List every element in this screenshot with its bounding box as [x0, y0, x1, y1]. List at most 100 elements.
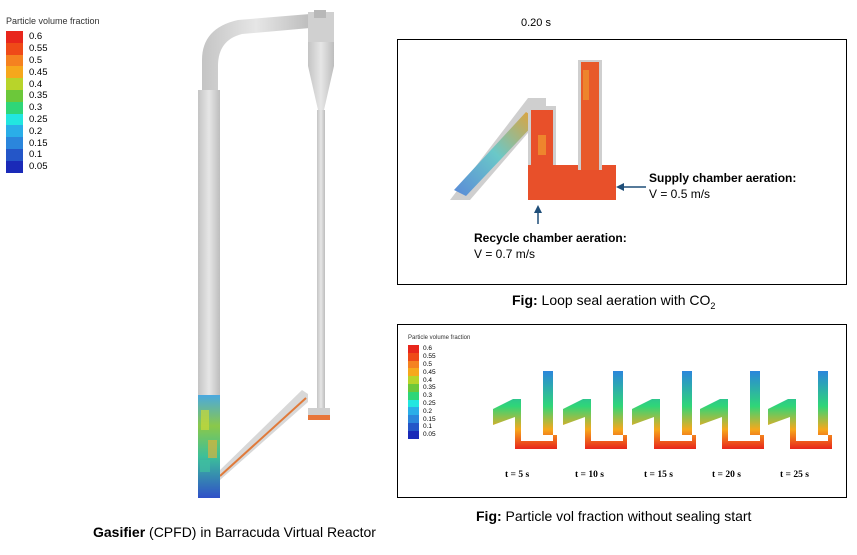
legend-label: 0.55 [29, 43, 48, 55]
legend-row: 0.05 [6, 160, 100, 173]
legend-swatch [6, 101, 23, 114]
legend-label: 0.05 [29, 161, 48, 173]
legend-row: 0.35 [6, 89, 100, 102]
loop-seal-caption-sub: 2 [710, 300, 716, 311]
loop-seal-panel: Supply chamber aeration: V = 0.5 m/s Rec… [397, 39, 847, 285]
small-legend-label: 0.2 [423, 407, 433, 415]
legend-label: 0.2 [29, 125, 43, 137]
small-legend-label: 0.4 [423, 376, 433, 384]
legend-scale: 0.6 0.55 0.5 0.45 0.4 0.35 0.3 0.25 0.2 0.15 0.1 0.… [6, 31, 100, 173]
small-legend-swatch [408, 391, 419, 400]
legend-label: 0.4 [29, 78, 43, 90]
loop-seal-caption-bold: Fig: [512, 292, 538, 308]
small-legend-label: 0.35 [423, 384, 436, 392]
small-legend-row: 0.25 [408, 399, 470, 408]
small-legend-row: 0.6 [408, 345, 470, 353]
small-legend-title: Particle volume fraction [408, 335, 471, 341]
legend-swatch [6, 66, 23, 79]
legend-row: 0.15 [6, 137, 100, 149]
small-legend-row: 0.15 [408, 415, 470, 423]
legend-swatch [6, 137, 23, 149]
legend-label: 0.45 [29, 66, 48, 78]
legend-swatch [6, 160, 23, 173]
snapshot [700, 371, 764, 449]
small-legend-row: 0.55 [408, 352, 470, 361]
snapshot [632, 371, 696, 449]
small-legend-swatch [408, 399, 419, 408]
legend-label: 0.15 [29, 137, 48, 149]
snapshot [563, 371, 627, 449]
riser-top-bend [202, 14, 310, 90]
loop-seal-caption: Fig: Loop seal aeration with CO2 [512, 292, 715, 311]
legend-label: 0.1 [29, 149, 43, 161]
legend-title: Particle volume fraction [6, 16, 100, 26]
small-legend-row: 0.5 [408, 360, 470, 369]
small-legend: Particle volume fraction 0.6 0.55 0.5 0.45 0… [408, 335, 470, 439]
recycle-aeration-title: Recycle chamber aeration: [474, 231, 627, 245]
particle-caption-text: Particle vol fraction without sealing st… [505, 508, 752, 524]
small-legend-swatch [408, 360, 419, 369]
small-legend-swatch [408, 430, 419, 439]
small-legend-swatch [408, 376, 419, 384]
small-legend-label: 0.6 [423, 345, 433, 353]
small-legend-label: 0.05 [423, 431, 436, 439]
legend-swatch [6, 78, 23, 90]
supply-aeration-value: V = 0.5 m/s [649, 187, 711, 201]
small-legend-label: 0.25 [423, 399, 436, 407]
legend-row: 0.4 [6, 78, 100, 90]
legend-swatch [6, 54, 23, 67]
supply-aeration-title: Supply chamber aeration: [649, 171, 797, 185]
gasifier-caption: Gasifier (CPFD) in Barracuda Virtual Rea… [93, 524, 376, 540]
legend-label: 0.25 [29, 113, 48, 125]
small-legend-scale: 0.6 0.55 0.5 0.45 0.4 0.35 0.3 0.25 0.2 0.15 0.1 0.… [408, 345, 470, 439]
legend-label: 0.3 [29, 102, 43, 114]
time-label: t = 25 s [780, 470, 809, 480]
small-legend-swatch [408, 383, 419, 392]
gasifier-caption-text: (CPFD) in Barracuda Virtual Reactor [149, 524, 376, 540]
small-legend-swatch [408, 422, 419, 431]
small-legend-row: 0.2 [408, 407, 470, 416]
main-legend: Particle volume fraction 0.6 0.55 0.5 0.45 0… [6, 16, 100, 173]
cyclone-dipleg [317, 110, 325, 410]
gasifier-caption-bold: Gasifier [93, 524, 146, 540]
small-legend-label: 0.15 [423, 415, 436, 423]
legend-row: 0.55 [6, 42, 100, 55]
small-legend-row: 0.4 [408, 376, 470, 384]
cyclone-cone [308, 42, 334, 110]
particle-caption: Fig: Particle vol fraction without seali… [476, 508, 751, 524]
legend-row: 0.5 [6, 54, 100, 67]
legend-row: 0.1 [6, 148, 100, 161]
time-label: t = 5 s [505, 470, 530, 480]
legend-label: 0.5 [29, 54, 43, 66]
time-series-panel: Particle volume fraction 0.6 0.55 0.5 0.45 0… [397, 324, 847, 498]
legend-row: 0.2 [6, 125, 100, 138]
small-legend-label: 0.45 [423, 368, 436, 376]
legend-swatch [6, 125, 23, 138]
gasifier-diagram [198, 10, 334, 498]
small-legend-row: 0.45 [408, 368, 470, 377]
recycle-aeration-value: V = 0.7 m/s [474, 247, 536, 261]
snapshot [493, 371, 557, 449]
small-legend-swatch [408, 352, 419, 361]
legend-label: 0.35 [29, 90, 48, 102]
small-legend-label: 0.1 [423, 423, 433, 431]
legend-swatch [6, 42, 23, 55]
small-legend-row: 0.35 [408, 383, 470, 392]
timestamp: 0.20 s [521, 17, 551, 29]
small-legend-row: 0.1 [408, 422, 470, 431]
time-label: t = 10 s [575, 470, 604, 480]
legend-swatch [6, 89, 23, 102]
legend-swatch [6, 113, 23, 126]
time-label: t = 20 s [712, 470, 741, 480]
small-legend-swatch [408, 345, 419, 353]
small-legend-label: 0.5 [423, 360, 433, 368]
small-legend-row: 0.3 [408, 391, 470, 400]
snapshot [768, 371, 832, 449]
small-legend-label: 0.3 [423, 392, 433, 400]
legend-swatch [6, 31, 23, 43]
legend-row: 0.6 [6, 31, 100, 43]
small-legend-row: 0.05 [408, 430, 470, 439]
particle-caption-bold: Fig: [476, 508, 502, 524]
legend-swatch [6, 148, 23, 161]
small-legend-swatch [408, 368, 419, 377]
